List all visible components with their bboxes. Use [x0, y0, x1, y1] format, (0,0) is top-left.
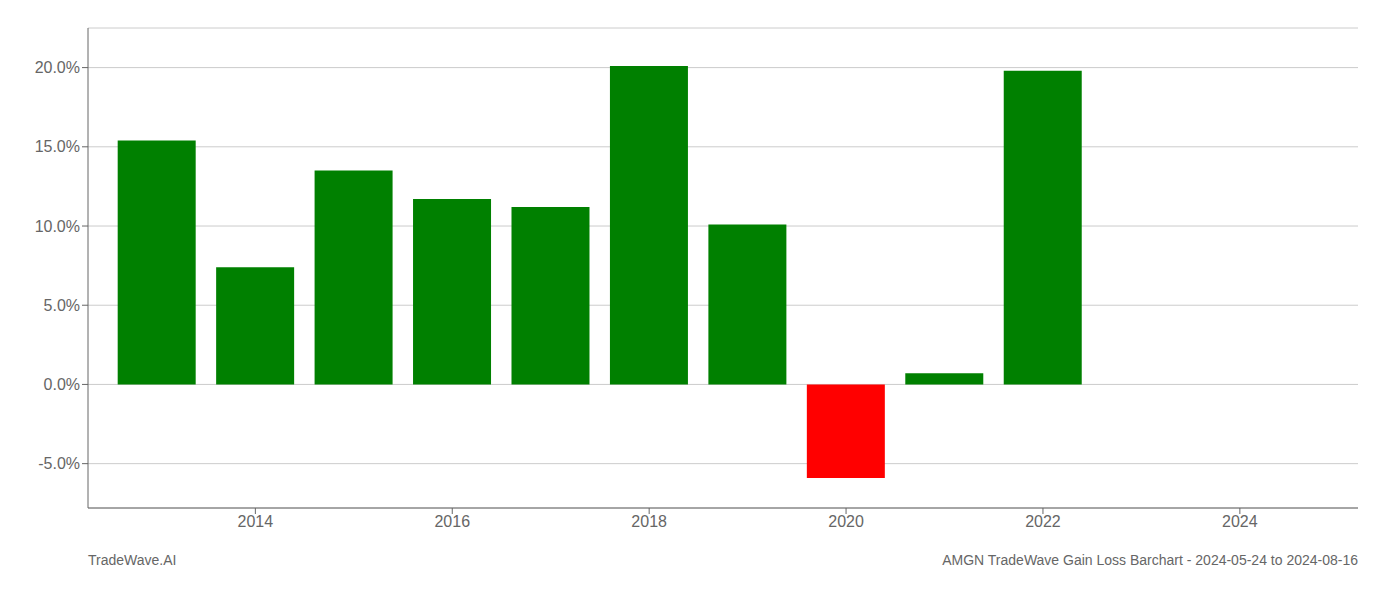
svg-text:2020: 2020 [828, 513, 864, 530]
svg-text:2024: 2024 [1222, 513, 1258, 530]
svg-text:-5.0%: -5.0% [38, 455, 80, 472]
svg-text:15.0%: 15.0% [35, 138, 80, 155]
svg-text:20.0%: 20.0% [35, 59, 80, 76]
svg-text:0.0%: 0.0% [44, 376, 80, 393]
html-text:TradeWave.AI: TradeWave.AI [88, 552, 177, 568]
svg-text:2014: 2014 [238, 513, 274, 530]
svg-text:10.0%: 10.0% [35, 218, 80, 235]
svg-text:2022: 2022 [1025, 513, 1061, 530]
svg-text:5.0%: 5.0% [44, 297, 80, 314]
html-text:AMGN TradeWave Gain Loss Barch: AMGN TradeWave Gain Loss Barchart - 2024… [942, 552, 1358, 568]
svg-text:2016: 2016 [434, 513, 470, 530]
svg-text:2018: 2018 [631, 513, 667, 530]
